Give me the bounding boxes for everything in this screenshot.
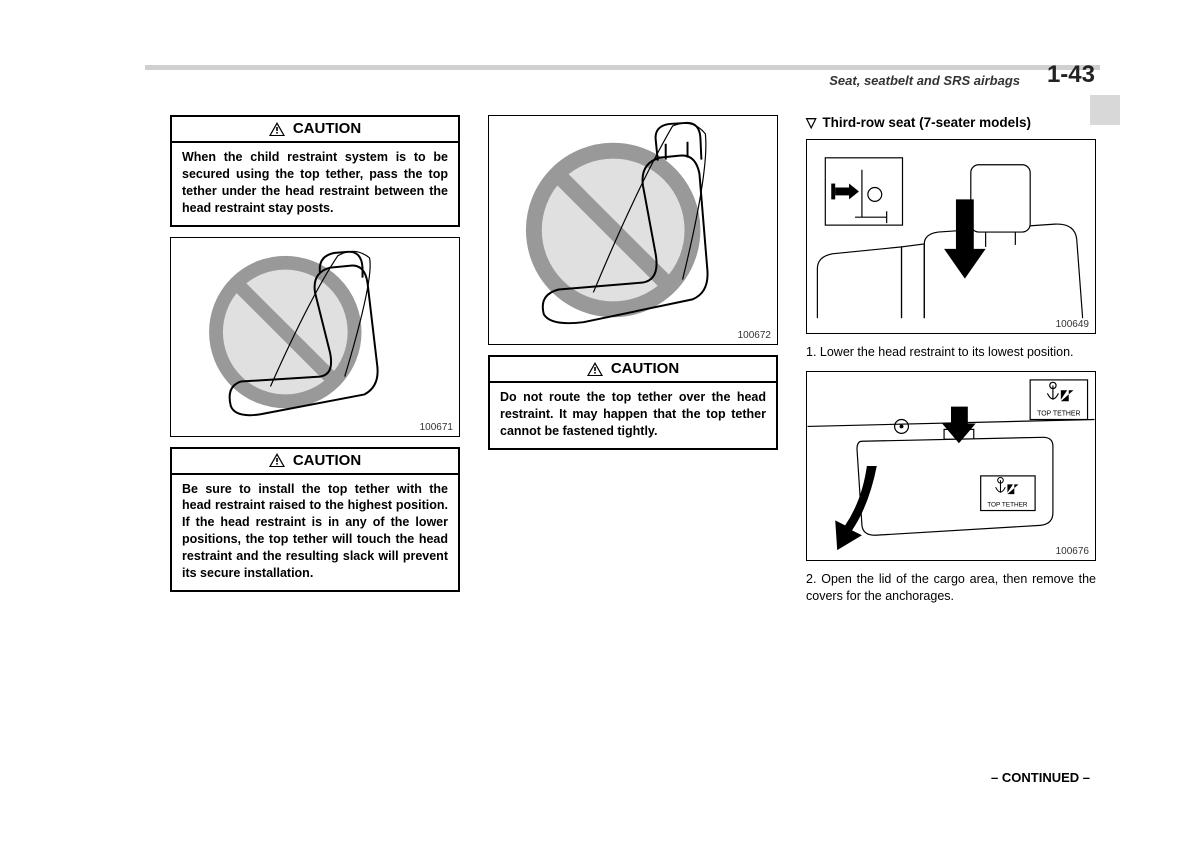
caution-text: Do not route the top tether over the hea… bbox=[490, 383, 776, 448]
caution-text: Be sure to install the top tether with t… bbox=[172, 475, 458, 590]
step-1-text: 1. Lower the head restraint to its lowes… bbox=[806, 344, 1096, 361]
triangle-marker-icon: ▽ bbox=[806, 115, 816, 131]
subheading-text: Third-row seat (7-seater models) bbox=[822, 115, 1031, 130]
subheading-third-row: ▽ Third-row seat (7-seater models) bbox=[806, 115, 1096, 131]
figure-id: 100676 bbox=[1056, 546, 1089, 557]
warning-icon bbox=[587, 362, 603, 376]
seat-illustration-2 bbox=[489, 116, 777, 344]
caution-box-2: CAUTION Be sure to install the top tethe… bbox=[170, 447, 460, 592]
top-tether-label: TOP TETHER bbox=[1037, 410, 1080, 417]
cargo-lid-illustration: TOP TETHER TOP TETHER bbox=[807, 372, 1095, 560]
caution-header: CAUTION bbox=[490, 357, 776, 383]
figure-100672: 100672 bbox=[488, 115, 778, 345]
caution-label: CAUTION bbox=[611, 360, 679, 377]
columns: CAUTION When the child restraint system … bbox=[170, 115, 1100, 615]
page-number: 1-43 bbox=[1047, 61, 1095, 89]
column-1: CAUTION When the child restraint system … bbox=[170, 115, 460, 615]
section-title: Seat, seatbelt and SRS airbags bbox=[829, 73, 1020, 88]
column-2: 100672 CAUTION Do not route the top teth… bbox=[488, 115, 778, 615]
caution-label: CAUTION bbox=[293, 452, 361, 469]
page-content: Seat, seatbelt and SRS airbags 1-43 CAUT… bbox=[150, 65, 1100, 785]
lid-top-tether-label: TOP TETHER bbox=[987, 501, 1028, 508]
figure-100671: 100671 bbox=[170, 237, 460, 437]
caution-text: When the child restraint system is to be… bbox=[172, 143, 458, 225]
caution-header: CAUTION bbox=[172, 117, 458, 143]
figure-id: 100649 bbox=[1056, 319, 1089, 330]
header-rule bbox=[145, 65, 1100, 70]
seat-illustration-1 bbox=[171, 238, 459, 436]
caution-header: CAUTION bbox=[172, 449, 458, 475]
figure-id: 100671 bbox=[420, 422, 453, 433]
warning-icon bbox=[269, 122, 285, 136]
caution-box-3: CAUTION Do not route the top tether over… bbox=[488, 355, 778, 450]
figure-100676: TOP TETHER TOP TETHER bbox=[806, 371, 1096, 561]
figure-100649: 100649 bbox=[806, 139, 1096, 334]
step-2-text: 2. Open the lid of the cargo area, then … bbox=[806, 571, 1096, 605]
column-3: ▽ Third-row seat (7-seater models) bbox=[806, 115, 1096, 615]
caution-box-1: CAUTION When the child restraint system … bbox=[170, 115, 460, 227]
caution-label: CAUTION bbox=[293, 120, 361, 137]
headrest-lower-illustration bbox=[807, 140, 1095, 333]
warning-icon bbox=[269, 453, 285, 467]
figure-id: 100672 bbox=[738, 330, 771, 341]
continued-marker: – CONTINUED – bbox=[991, 770, 1090, 785]
